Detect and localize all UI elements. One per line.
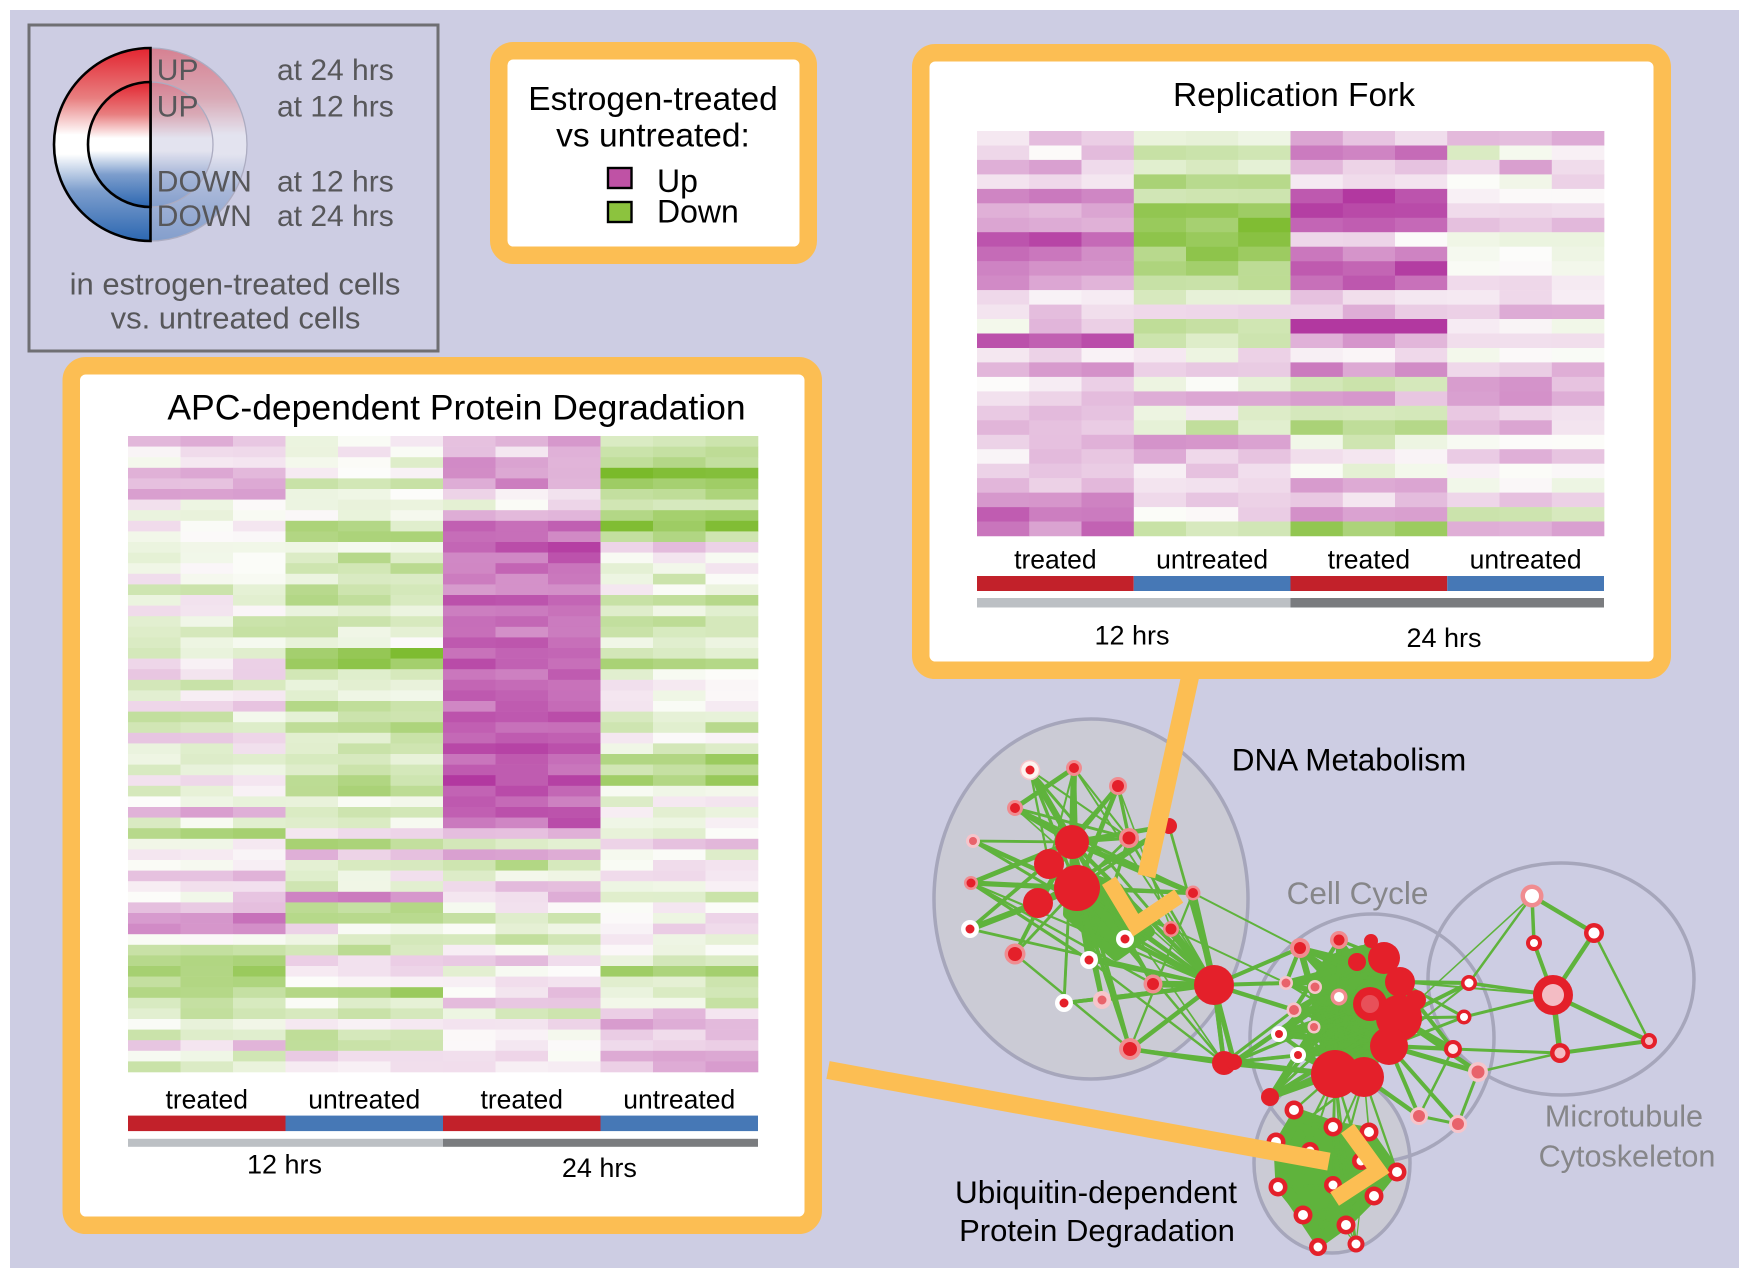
svg-text:untreated: untreated (623, 1085, 735, 1115)
svg-text:treated: treated (480, 1085, 563, 1115)
svg-text:Down: Down (657, 194, 739, 230)
svg-text:Estrogen-treated: Estrogen-treated (528, 81, 778, 118)
svg-text:Protein Degradation: Protein Degradation (959, 1213, 1235, 1248)
svg-text:APC-dependent Protein Degradat: APC-dependent Protein Degradation (167, 388, 745, 428)
svg-text:Cytoskeleton: Cytoskeleton (1539, 1139, 1716, 1173)
svg-text:DNA Metabolism: DNA Metabolism (1232, 741, 1467, 777)
svg-text:24 hrs: 24 hrs (1406, 623, 1481, 653)
svg-text:24 hrs: 24 hrs (562, 1153, 637, 1183)
svg-text:in estrogen-treated cells: in estrogen-treated cells (70, 266, 401, 301)
svg-text:treated: treated (1014, 545, 1097, 575)
svg-text:UP: UP (157, 54, 199, 87)
svg-text:at 24 hrs: at 24 hrs (277, 54, 394, 87)
svg-text:untreated: untreated (1156, 545, 1268, 575)
svg-text:vs. untreated cells: vs. untreated cells (111, 301, 361, 336)
svg-text:Microtubule: Microtubule (1545, 1100, 1703, 1134)
svg-text:untreated: untreated (308, 1085, 420, 1115)
svg-text:treated: treated (1328, 545, 1411, 575)
svg-text:vs untreated:: vs untreated: (556, 118, 750, 155)
svg-text:DOWN: DOWN (157, 200, 252, 233)
svg-text:treated: treated (165, 1085, 248, 1115)
svg-text:at 12 hrs: at 12 hrs (277, 166, 394, 199)
svg-text:at 24 hrs: at 24 hrs (277, 200, 394, 233)
svg-text:DOWN: DOWN (157, 166, 252, 199)
svg-text:Replication Fork: Replication Fork (1173, 77, 1415, 114)
svg-text:untreated: untreated (1470, 545, 1582, 575)
svg-text:Up: Up (657, 163, 698, 199)
svg-text:Ubiquitin-dependent: Ubiquitin-dependent (955, 1174, 1237, 1210)
svg-text:12 hrs: 12 hrs (247, 1150, 322, 1180)
svg-text:UP: UP (157, 91, 199, 124)
svg-text:at 12 hrs: at 12 hrs (277, 91, 394, 124)
svg-text:12 hrs: 12 hrs (1094, 621, 1169, 651)
svg-text:Cell Cycle: Cell Cycle (1287, 875, 1429, 911)
